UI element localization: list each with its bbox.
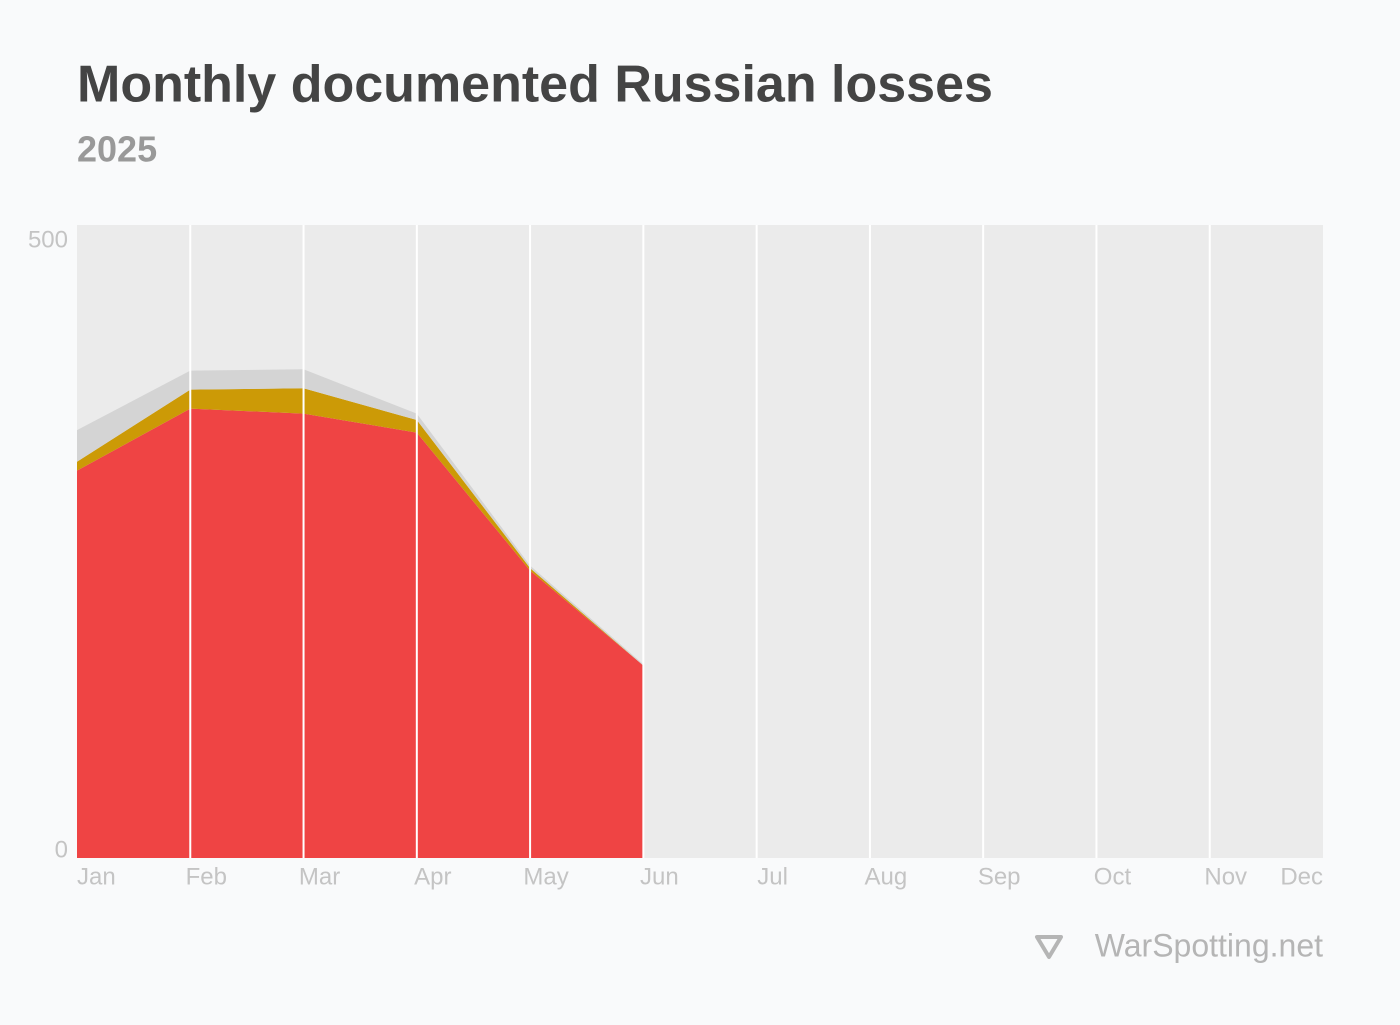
x-tick-label: Feb [186,863,227,890]
source-label: WarSpotting.net [1095,927,1323,963]
y-tick-label: 500 [28,226,68,253]
x-tick-label: Jul [757,863,788,890]
x-tick-label: Jun [640,863,679,890]
chart-title: Monthly documented Russian losses [77,56,993,114]
x-tick-label: Oct [1094,863,1132,890]
x-tick-label: Nov [1204,863,1247,890]
x-tick-label: May [523,863,568,890]
chart-subtitle: 2025 [77,129,157,170]
area [77,408,644,858]
y-tick-label: 0 [55,836,68,863]
x-tick-label: Dec [1280,863,1323,890]
x-tick-label: Sep [978,863,1021,890]
x-tick-label: Aug [865,863,908,890]
logo-icon [1035,935,1063,959]
x-tick-label: Jan [77,863,116,890]
x-tick-label: Apr [414,863,451,890]
x-tick-label: Mar [299,863,340,890]
